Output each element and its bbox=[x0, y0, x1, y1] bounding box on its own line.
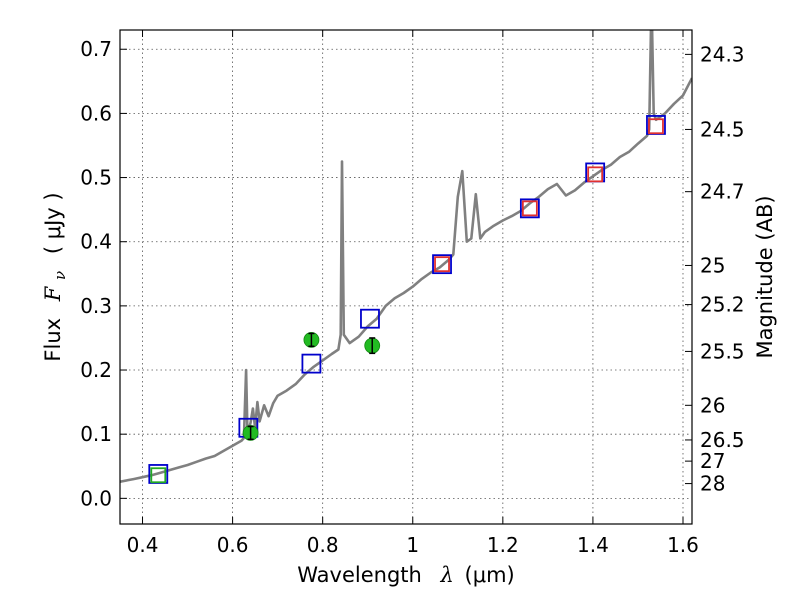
photometry-square-marker bbox=[360, 308, 380, 329]
photometry-square-marker bbox=[587, 166, 604, 183]
x-tick-label: 1.4 bbox=[577, 533, 609, 557]
y-tick-label: 0.4 bbox=[80, 230, 112, 254]
x-tick-label: 0.6 bbox=[217, 533, 249, 557]
axes: 0.4 0.6 0.8 1 1.2 1.4 1.6 0.0 0.1 0.2 0.3 0.4 0.5 0.6… bbox=[80, 30, 745, 557]
y-tick-label: 0.3 bbox=[80, 294, 112, 318]
photometry-square-marker bbox=[432, 254, 452, 275]
magnitude-tick-label: 26.5 bbox=[700, 428, 745, 452]
clipped-data bbox=[120, 30, 692, 484]
x-tick-label: 1.6 bbox=[667, 533, 699, 557]
photometry-square-marker bbox=[301, 353, 322, 374]
x-tick-label: 0.4 bbox=[127, 533, 159, 557]
y-axis-label-prefix: Flux bbox=[41, 318, 65, 362]
y-tick-label: 0.1 bbox=[80, 422, 112, 446]
data-series bbox=[120, 30, 692, 484]
plot-frame bbox=[119, 29, 693, 525]
photometry-square-marker bbox=[521, 200, 538, 217]
magnitude-tick-label: 28 bbox=[700, 472, 725, 496]
x-tick-label: 1 bbox=[406, 533, 419, 557]
magnitude-tick-label: 24.3 bbox=[700, 42, 745, 66]
magnitude-tick-label: 27 bbox=[700, 449, 725, 473]
magnitude-tick-label: 25.5 bbox=[700, 339, 745, 363]
photometry-square-marker bbox=[519, 198, 540, 219]
x-axis-label-unit: (μm) bbox=[465, 563, 515, 587]
spectrum-line bbox=[120, 30, 692, 483]
y-axis-label-subscript: ν bbox=[51, 271, 69, 280]
x-tick-label: 0.8 bbox=[307, 533, 339, 557]
magnitude-tick-label: 24.7 bbox=[700, 180, 745, 204]
y-axis-label-unit: ( μJy ) bbox=[41, 192, 65, 254]
y-axis-label-symbol: F bbox=[41, 285, 65, 302]
grid-lines bbox=[120, 30, 692, 524]
x-axis-label-prefix: Wavelength bbox=[297, 563, 422, 587]
x-axis-label: Wavelength λ (μm) bbox=[297, 563, 514, 587]
magnitude-tick-label: 25 bbox=[700, 253, 725, 277]
magnitude-axis-label: Magnitude (AB) bbox=[753, 195, 777, 358]
y-tick-label: 0.2 bbox=[80, 358, 112, 382]
y-tick-label: 0.5 bbox=[80, 166, 112, 190]
y-tick-label: 0.7 bbox=[80, 37, 112, 61]
y-axis-label: Flux F ν ( μJy ) bbox=[41, 192, 70, 361]
y-tick-label: 0.0 bbox=[80, 486, 112, 510]
magnitude-tick-label: 24.5 bbox=[700, 117, 745, 141]
photometry-square-marker bbox=[648, 118, 664, 135]
x-tick-label: 1.2 bbox=[487, 533, 519, 557]
photometry-square-marker bbox=[434, 256, 450, 273]
magnitude-tick-label: 26 bbox=[700, 393, 725, 417]
x-axis-label-symbol: λ bbox=[440, 563, 454, 587]
y-tick-label: 0.6 bbox=[80, 101, 112, 125]
magnitude-tick-label: 25.2 bbox=[700, 293, 745, 317]
photometry-square-marker bbox=[150, 467, 167, 484]
